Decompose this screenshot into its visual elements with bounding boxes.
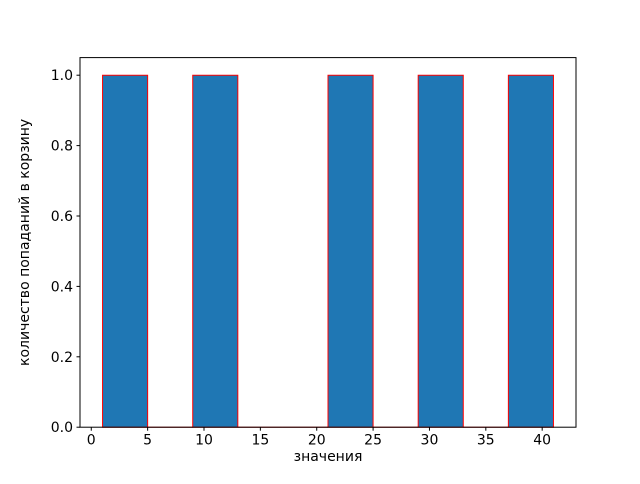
x-tick-label: 35 <box>477 433 495 449</box>
y-tick-label: 0.4 <box>51 279 73 295</box>
y-tick-label: 0.8 <box>51 139 73 155</box>
y-axis-ticks: 0.0 0.2 0.4 0.6 0.8 1.0 <box>51 68 80 436</box>
y-tick-label: 0.2 <box>51 350 73 366</box>
x-tick-label: 30 <box>421 433 439 449</box>
x-tick-label: 5 <box>143 433 152 449</box>
y-tick-label: 0.6 <box>51 209 73 225</box>
y-tick-label: 1.0 <box>51 68 73 84</box>
y-tick-label: 0.0 <box>51 420 73 436</box>
x-tick-label: 15 <box>251 433 269 449</box>
histogram-bar <box>102 74 149 428</box>
histogram-bar <box>417 74 464 428</box>
y-axis-label: количество попаданий в корзину <box>17 119 33 366</box>
plot-border <box>79 57 577 428</box>
bars-group <box>102 74 554 428</box>
histogram-bar <box>192 74 239 428</box>
x-tick-label: 25 <box>364 433 382 449</box>
x-tick-label: 10 <box>195 433 213 449</box>
x-axis-label: значения <box>294 449 363 465</box>
histogram-bar <box>327 74 374 428</box>
x-tick-label: 40 <box>533 433 551 449</box>
x-axis-ticks: 0 5 10 15 20 25 30 35 40 <box>87 427 551 449</box>
x-tick-label: 0 <box>87 433 96 449</box>
x-tick-label: 20 <box>308 433 326 449</box>
histogram-bar <box>507 74 554 428</box>
